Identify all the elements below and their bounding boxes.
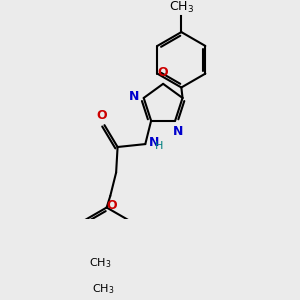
Text: N: N bbox=[129, 90, 139, 103]
Text: N: N bbox=[149, 136, 159, 149]
Text: CH$_3$: CH$_3$ bbox=[89, 256, 112, 270]
Text: O: O bbox=[106, 199, 117, 212]
Text: O: O bbox=[96, 109, 107, 122]
Text: N: N bbox=[173, 125, 183, 138]
Text: CH$_3$: CH$_3$ bbox=[92, 283, 114, 296]
Text: H: H bbox=[155, 141, 163, 151]
Text: O: O bbox=[158, 67, 168, 80]
Text: CH$_3$: CH$_3$ bbox=[169, 0, 194, 15]
